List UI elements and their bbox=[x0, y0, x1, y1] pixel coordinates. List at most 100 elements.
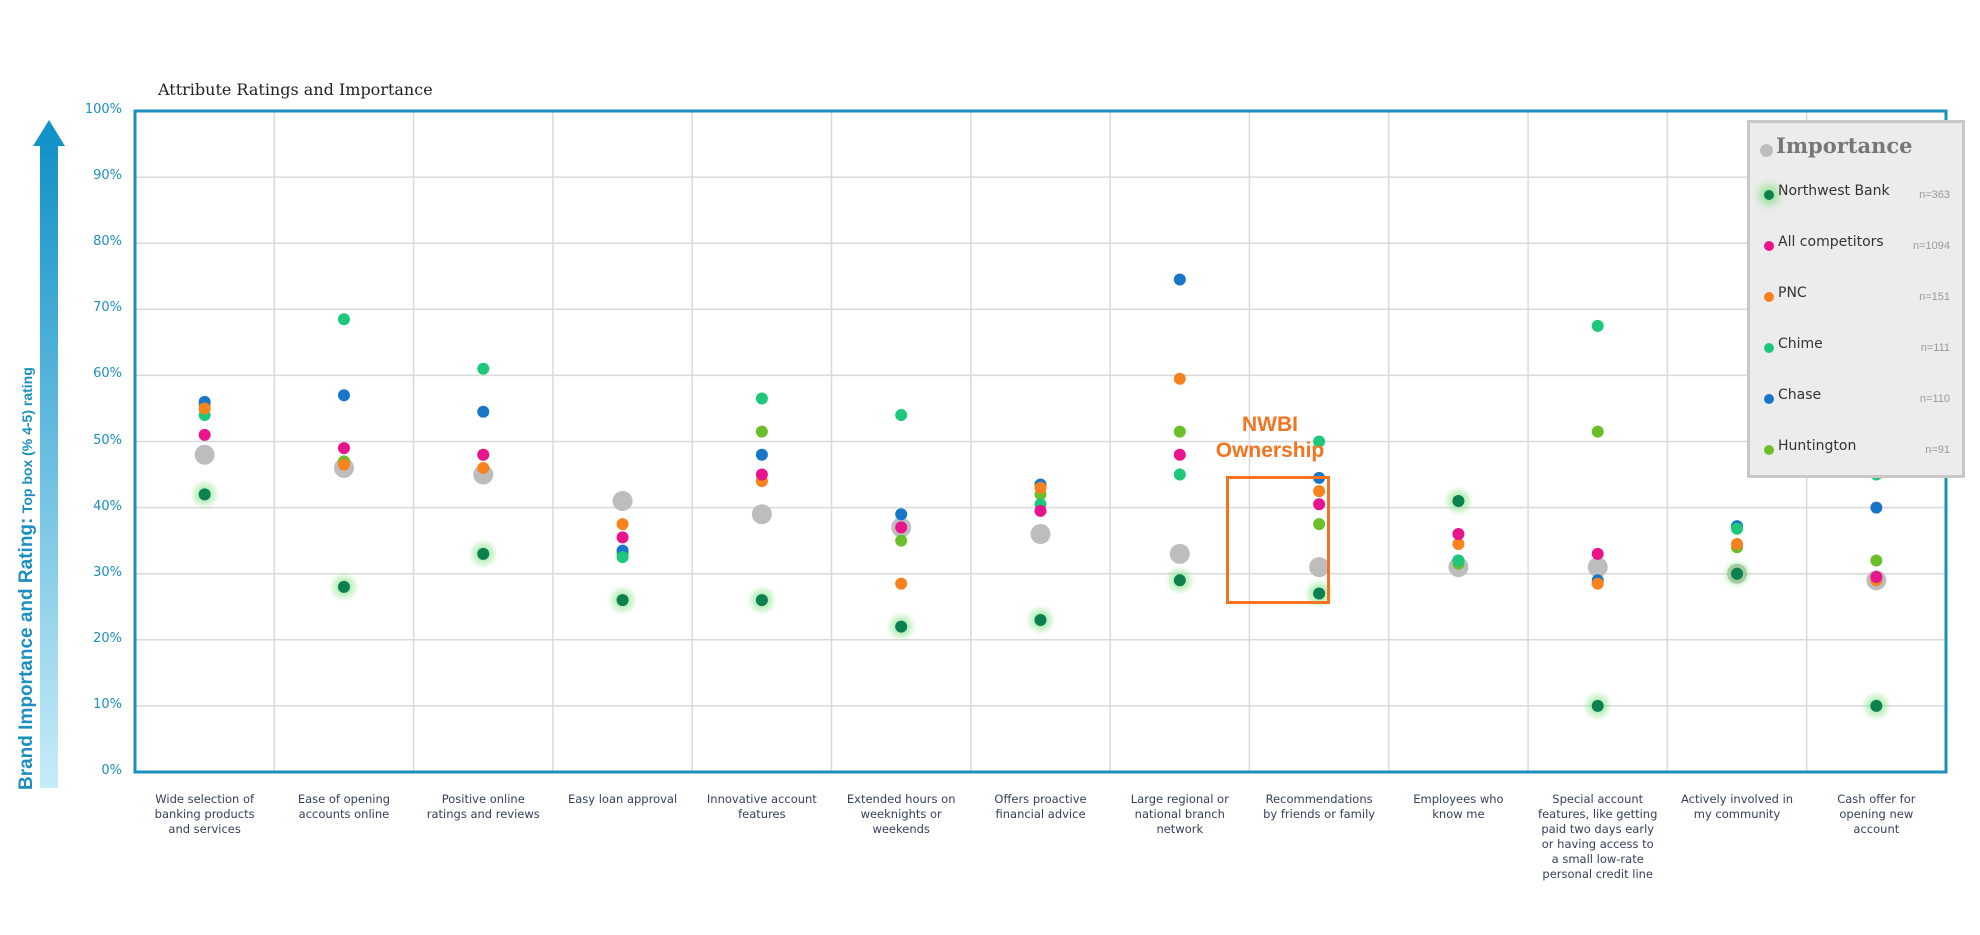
point-chase bbox=[477, 405, 490, 418]
point-pnc bbox=[1034, 481, 1047, 494]
legend-sample-size: n=110 bbox=[1919, 393, 1950, 405]
importance-point bbox=[1587, 557, 1608, 578]
legend-sample-size: n=1094 bbox=[1912, 240, 1950, 252]
y-axis-label: Brand Importance and Rating: Top box (% … bbox=[16, 367, 38, 790]
point-chime bbox=[337, 313, 350, 326]
point-all-competitors bbox=[895, 521, 908, 534]
legend-sample-size: n=111 bbox=[1920, 342, 1950, 354]
x-category-label: Positive online ratings and reviews bbox=[426, 792, 540, 821]
y-tick-label: 80% bbox=[93, 234, 122, 250]
point-northwest-bank bbox=[1591, 699, 1604, 712]
point-all-competitors bbox=[755, 468, 768, 481]
point-all-competitors bbox=[337, 442, 350, 455]
legend: Importance Northwest Bank n=363 All compet… bbox=[1747, 120, 1965, 478]
point-huntington bbox=[1870, 554, 1883, 567]
point-pnc bbox=[337, 458, 350, 471]
y-tick-label: 50% bbox=[93, 432, 122, 448]
importance-point bbox=[194, 444, 215, 465]
point-huntington bbox=[1591, 425, 1604, 438]
x-category-label: Recommendations by friends or family bbox=[1263, 792, 1376, 821]
x-category-label: Cash offer for opening new account bbox=[1837, 792, 1916, 836]
y-tick-label: 20% bbox=[93, 630, 122, 646]
point-chase bbox=[337, 389, 350, 402]
legend-item: All competitors n=1094 bbox=[1750, 232, 1962, 262]
point-northwest-bank bbox=[1452, 494, 1465, 507]
point-chime bbox=[1313, 435, 1326, 448]
chart-title: Attribute Ratings and Importance bbox=[158, 80, 433, 99]
point-northwest-bank bbox=[1731, 567, 1744, 580]
point-chime bbox=[1173, 468, 1186, 481]
x-category-label: Employees who know me bbox=[1413, 792, 1504, 821]
point-all-competitors bbox=[198, 428, 211, 441]
point-pnc bbox=[1313, 485, 1326, 498]
point-pnc bbox=[1591, 577, 1604, 590]
legend-item: Northwest Bank n=363 bbox=[1750, 181, 1962, 211]
annotation-line2: Ownership bbox=[1215, 439, 1325, 462]
point-huntington bbox=[895, 534, 908, 547]
y-tick-label: 90% bbox=[93, 168, 122, 184]
point-chime bbox=[616, 551, 629, 564]
point-pnc bbox=[1452, 537, 1465, 550]
x-category-label: Easy loan approval bbox=[567, 792, 678, 806]
y-tick-label: 100% bbox=[84, 102, 122, 117]
legend-dot-icon bbox=[1764, 292, 1774, 302]
y-axis-label-main: Brand Importance and Rating: bbox=[16, 517, 37, 790]
legend-sample-size: n=363 bbox=[1919, 189, 1950, 201]
arrow-up-icon bbox=[33, 120, 65, 146]
point-chime bbox=[755, 392, 768, 405]
x-category-label: Special account features, like getting p… bbox=[1538, 792, 1658, 881]
y-tick-label: 40% bbox=[93, 498, 122, 514]
point-chase bbox=[1173, 273, 1186, 286]
x-category-label: Offers proactive financial advice bbox=[994, 792, 1087, 821]
legend-item: Chase n=110 bbox=[1750, 385, 1962, 415]
point-pnc bbox=[895, 577, 908, 590]
y-tick-label: 70% bbox=[93, 300, 122, 316]
legend-title: Importance bbox=[1776, 133, 1913, 158]
y-axis-arrow bbox=[40, 146, 58, 788]
legend-dot-icon bbox=[1764, 394, 1774, 404]
importance-point bbox=[1030, 524, 1051, 545]
point-chime bbox=[1731, 522, 1744, 535]
y-tick-label: 10% bbox=[93, 696, 122, 712]
point-northwest-bank bbox=[198, 488, 211, 501]
point-chime bbox=[895, 409, 908, 422]
x-category-label: Ease of opening accounts online bbox=[297, 792, 391, 821]
point-northwest-bank bbox=[1870, 699, 1883, 712]
point-chase bbox=[755, 448, 768, 461]
point-all-competitors bbox=[616, 531, 629, 544]
point-all-competitors bbox=[1591, 547, 1604, 560]
legend-dot-icon bbox=[1764, 445, 1774, 455]
importance-point bbox=[1169, 543, 1190, 564]
legend-item: Huntington n=91 bbox=[1750, 436, 1962, 466]
annotation-nwbi-ownership: NWBI Ownership bbox=[1210, 412, 1330, 464]
point-pnc bbox=[1173, 372, 1186, 385]
legend-label: Chime bbox=[1778, 336, 1823, 352]
x-category-label: Extended hours on weeknights or weekends bbox=[846, 792, 956, 836]
importance-point bbox=[612, 490, 633, 511]
point-huntington bbox=[1173, 425, 1186, 438]
x-category-label: Wide selection of banking products and s… bbox=[154, 792, 255, 836]
y-tick-label: 30% bbox=[93, 564, 122, 580]
y-tick-label: 0% bbox=[101, 763, 122, 778]
x-category-label: Innovative account features bbox=[706, 792, 817, 821]
point-huntington bbox=[755, 425, 768, 438]
x-category-label: Large regional or national branch networ… bbox=[1130, 792, 1229, 836]
legend-dot-icon bbox=[1764, 343, 1774, 353]
point-all-competitors bbox=[1034, 504, 1047, 517]
legend-label: All competitors bbox=[1778, 234, 1884, 250]
point-all-competitors bbox=[1452, 528, 1465, 541]
point-northwest-bank bbox=[1173, 574, 1186, 587]
importance-point bbox=[1309, 557, 1330, 578]
point-pnc bbox=[616, 518, 629, 531]
point-chase bbox=[895, 508, 908, 521]
point-chime bbox=[1452, 554, 1465, 567]
annotation-box bbox=[1226, 476, 1330, 604]
legend-item: Chime n=111 bbox=[1750, 334, 1962, 364]
annotation-line1: NWBI bbox=[1242, 413, 1298, 436]
point-pnc bbox=[1731, 537, 1744, 550]
legend-item: PNC n=151 bbox=[1750, 283, 1962, 313]
point-chime bbox=[477, 362, 490, 375]
point-all-competitors bbox=[1313, 498, 1326, 511]
point-huntington bbox=[1313, 518, 1326, 531]
